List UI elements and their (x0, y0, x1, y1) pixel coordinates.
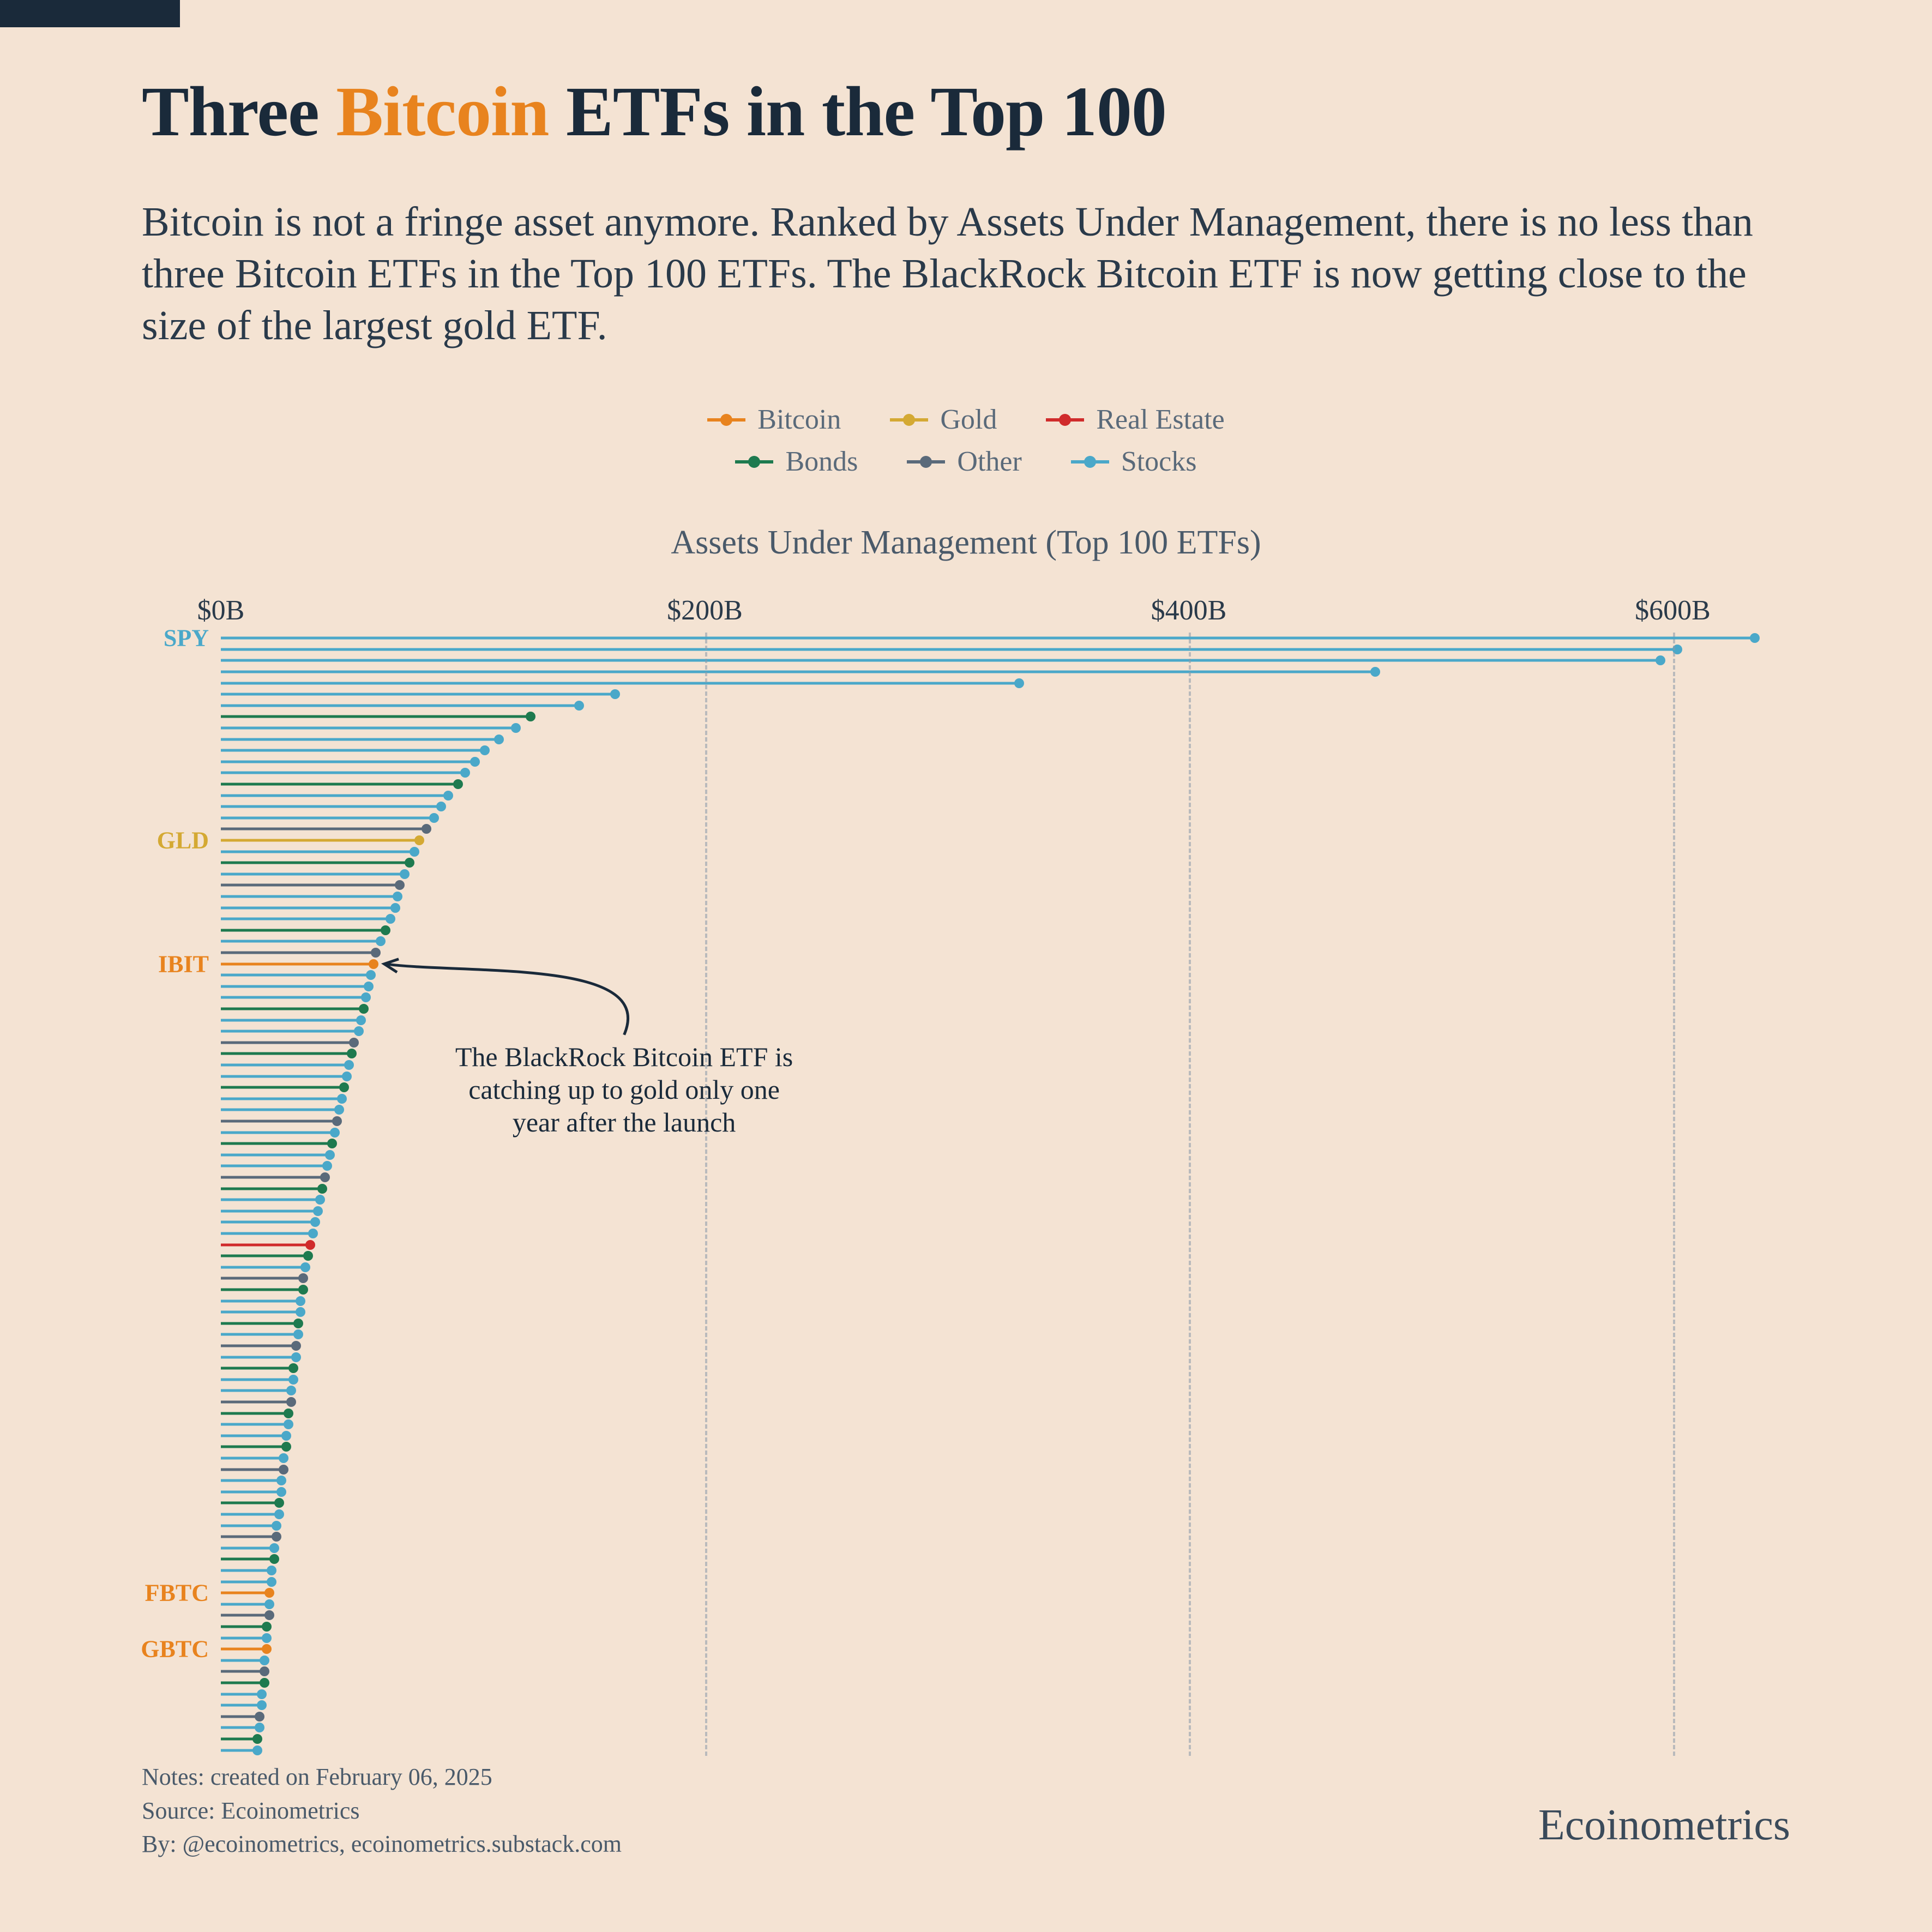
etf-ticker-label: SPY (164, 624, 221, 652)
corner-tab (0, 0, 180, 27)
title-pre: Three (142, 73, 336, 151)
legend-swatch-icon (890, 418, 928, 422)
subtitle-text: Bitcoin is not a fringe asset anymore. R… (142, 196, 1790, 352)
chart-legend: Bitcoin Gold Real Estate Bonds Other Stocks (0, 404, 1932, 478)
title-post: ETFs in the Top 100 (549, 73, 1166, 151)
footer-notes: Notes: created on February 06, 2025 Sour… (142, 1760, 622, 1861)
footer-line-2: Source: Ecoinometrics (142, 1794, 622, 1828)
legend-swatch-icon (735, 460, 773, 464)
etf-ticker-label: GLD (157, 827, 221, 854)
aum-lollipop-chart: SPYGLDIBITFBTCGBTC $0B$200B$400B$600BThe… (221, 594, 1770, 1756)
footer-line-3: By: @ecoinometrics, ecoinometrics.substa… (142, 1827, 622, 1861)
brand-wordmark: Ecoinometrics (1538, 1801, 1790, 1850)
legend-label: Bonds (785, 446, 858, 478)
legend-item-real-estate: Real Estate (1046, 404, 1224, 436)
legend-swatch-icon (1071, 460, 1109, 464)
legend-item-gold: Gold (890, 404, 997, 436)
etf-ticker-label: GBTC (141, 1635, 221, 1663)
legend-label: Real Estate (1096, 404, 1224, 436)
annotation-arrow-icon (221, 594, 1770, 1794)
legend-label: Bitcoin (757, 404, 841, 436)
legend-swatch-icon (707, 418, 745, 422)
legend-item-bitcoin: Bitcoin (707, 404, 841, 436)
legend-label: Stocks (1121, 446, 1197, 478)
page-title: Three Bitcoin ETFs in the Top 100 (142, 71, 1166, 153)
etf-ticker-label: FBTC (145, 1579, 221, 1607)
title-highlight: Bitcoin (336, 73, 549, 151)
legend-item-bonds: Bonds (735, 446, 858, 478)
legend-swatch-icon (1046, 418, 1084, 422)
legend-item-stocks: Stocks (1071, 446, 1197, 478)
legend-row-2: Bonds Other Stocks (735, 446, 1196, 478)
etf-ticker-label: IBIT (158, 950, 221, 978)
chart-title: Assets Under Management (Top 100 ETFs) (0, 523, 1932, 562)
legend-item-other: Other (907, 446, 1021, 478)
legend-label: Gold (940, 404, 997, 436)
footer-line-1: Notes: created on February 06, 2025 (142, 1760, 622, 1794)
legend-row-1: Bitcoin Gold Real Estate (707, 404, 1224, 436)
legend-label: Other (957, 446, 1021, 478)
legend-swatch-icon (907, 460, 945, 464)
